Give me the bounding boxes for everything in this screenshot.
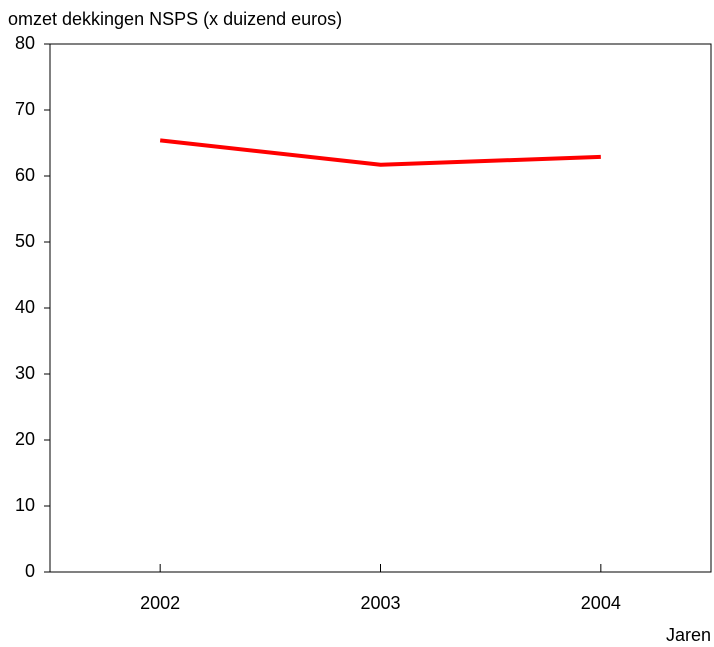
y-tick-label: 80 <box>15 33 35 53</box>
y-tick-label: 20 <box>15 429 35 449</box>
y-tick-label: 60 <box>15 165 35 185</box>
plot-frame <box>49 43 712 573</box>
line <box>159 138 601 167</box>
y-tick-label: 10 <box>15 495 35 515</box>
x-tick-label: 2004 <box>581 593 621 613</box>
y-axis-title: omzet dekkingen NSPS (x duizend euros) <box>8 9 342 29</box>
x-tick-label: 2003 <box>360 593 400 613</box>
x-tick-label: 2002 <box>140 593 180 613</box>
y-tick-label: 50 <box>15 231 35 251</box>
y-tick-label: 30 <box>15 363 35 383</box>
y-tick-label: 70 <box>15 99 35 119</box>
y-tick-label: 40 <box>15 297 35 317</box>
y-tick-label: 0 <box>25 561 35 581</box>
x-axis-title: Jaren <box>666 625 711 645</box>
